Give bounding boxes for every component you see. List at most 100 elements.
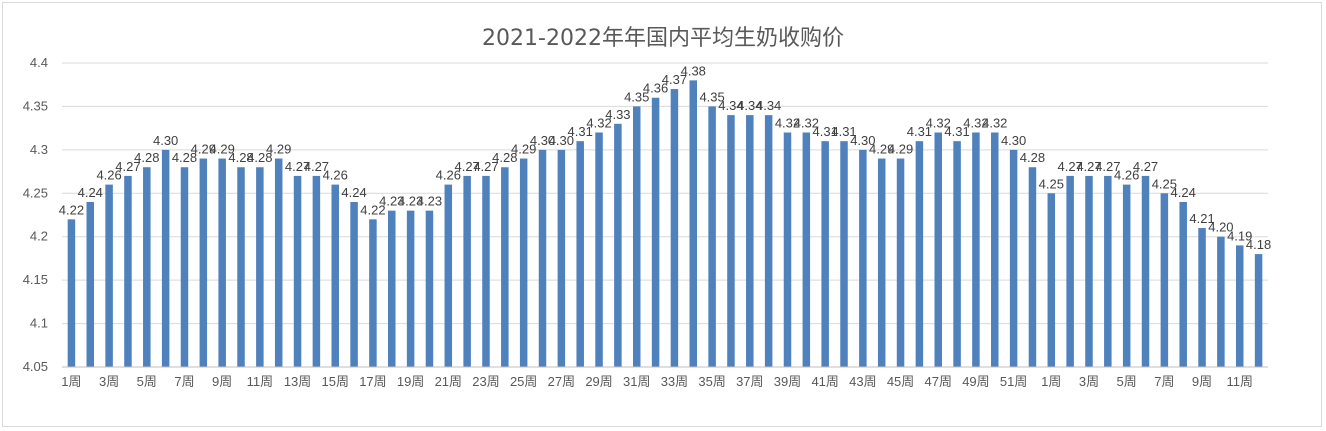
x-tick-label: 15周 xyxy=(322,374,349,389)
bar xyxy=(218,158,226,367)
data-label: 4.30 xyxy=(850,133,875,148)
data-label: 4.27 xyxy=(473,159,498,174)
x-tick-label: 47周 xyxy=(925,374,952,389)
data-label: 4.20 xyxy=(1208,220,1233,235)
bar xyxy=(86,201,95,367)
x-tick-label: 21周 xyxy=(435,374,462,389)
x-tick-label: 49周 xyxy=(962,374,989,389)
bar xyxy=(1198,228,1206,367)
data-label: 4.24 xyxy=(1171,185,1196,200)
x-tick-label: 13周 xyxy=(284,374,311,389)
bar xyxy=(388,210,396,367)
bar xyxy=(783,132,792,367)
bar xyxy=(708,106,716,367)
data-label: 4.30 xyxy=(1001,133,1026,148)
data-label: 4.32 xyxy=(775,115,800,130)
data-label: 4.27 xyxy=(304,159,329,174)
bar xyxy=(1160,193,1169,367)
x-tick-label: 11周 xyxy=(247,374,274,389)
bar xyxy=(727,115,735,367)
x-tick-label: 41周 xyxy=(811,374,838,389)
x-tick-label: 37周 xyxy=(736,374,763,389)
x-tick-label: 51周 xyxy=(1000,374,1027,389)
data-label: 4.31 xyxy=(944,124,969,139)
x-tick-label: 19周 xyxy=(397,374,424,389)
data-label: 4.27 xyxy=(454,159,479,174)
bar xyxy=(1254,254,1263,367)
bar xyxy=(934,132,942,367)
data-label: 4.21 xyxy=(1189,211,1214,226)
bar xyxy=(1085,175,1093,367)
bar xyxy=(859,149,867,367)
bar xyxy=(1122,184,1131,367)
data-label: 4.32 xyxy=(926,115,951,130)
data-label: 4.27 xyxy=(1133,159,1158,174)
data-label: 4.22 xyxy=(59,202,84,217)
bar xyxy=(764,115,773,367)
data-label: 4.27 xyxy=(285,159,310,174)
data-label: 4.34 xyxy=(756,98,781,113)
x-tick-label: 31周 xyxy=(623,374,650,389)
bar xyxy=(350,201,358,367)
bar xyxy=(670,89,679,368)
x-tick-label: 7周 xyxy=(1154,374,1174,389)
data-label: 4.27 xyxy=(1076,159,1101,174)
x-tick-label: 39周 xyxy=(774,374,801,389)
data-label: 4.24 xyxy=(341,185,366,200)
data-label: 4.23 xyxy=(379,194,404,209)
bar xyxy=(1047,193,1056,367)
data-label: 4.22 xyxy=(360,202,385,217)
bar xyxy=(972,132,980,367)
bar xyxy=(1028,167,1037,367)
x-tick-label: 3周 xyxy=(99,374,119,389)
bar xyxy=(1066,175,1074,367)
bar xyxy=(331,184,339,367)
bar xyxy=(595,132,603,367)
x-tick-label: 33周 xyxy=(661,374,688,389)
bar xyxy=(632,106,641,367)
data-label: 4.23 xyxy=(417,194,442,209)
data-label: 4.32 xyxy=(794,115,819,130)
data-label: 4.28 xyxy=(228,150,253,165)
y-tick-label: 4.35 xyxy=(23,98,48,113)
x-tick-label: 11周 xyxy=(1226,374,1253,389)
data-label: 4.28 xyxy=(1020,150,1045,165)
x-tick-label: 23周 xyxy=(472,374,499,389)
bar xyxy=(256,167,264,367)
chart-title: 2021-2022年年国内平均生奶收购价 xyxy=(482,26,844,51)
data-label: 4.32 xyxy=(963,115,988,130)
data-label: 4.27 xyxy=(1095,159,1120,174)
data-label: 4.29 xyxy=(511,142,536,157)
y-tick-label: 4.3 xyxy=(30,142,48,157)
bar xyxy=(1009,149,1018,367)
bar xyxy=(953,141,961,367)
bar xyxy=(237,167,245,367)
x-tick-label: 29周 xyxy=(585,374,612,389)
bar xyxy=(576,141,584,367)
bar xyxy=(840,141,848,367)
data-label: 4.34 xyxy=(737,98,762,113)
data-label: 4.29 xyxy=(869,142,894,157)
bar xyxy=(538,149,547,367)
bar xyxy=(614,123,622,367)
data-label: 4.27 xyxy=(1057,159,1082,174)
bar xyxy=(369,219,377,367)
data-label: 4.38 xyxy=(681,63,706,78)
y-tick-label: 4.2 xyxy=(30,229,48,244)
data-label: 4.29 xyxy=(210,142,235,157)
bar xyxy=(143,167,151,367)
bar xyxy=(1217,236,1225,367)
bar xyxy=(482,175,490,367)
data-label: 4.35 xyxy=(699,89,724,104)
data-label: 4.30 xyxy=(530,133,555,148)
bar xyxy=(821,141,829,367)
data-label: 4.35 xyxy=(624,89,649,104)
bar xyxy=(689,80,698,367)
x-tick-label: 1周 xyxy=(61,374,81,389)
data-label: 4.36 xyxy=(643,81,668,96)
x-tick-label: 5周 xyxy=(1117,374,1137,389)
bar xyxy=(293,175,302,367)
bar xyxy=(1235,245,1244,367)
x-tick-label: 3周 xyxy=(1079,374,1099,389)
x-tick-label: 35周 xyxy=(698,374,725,389)
